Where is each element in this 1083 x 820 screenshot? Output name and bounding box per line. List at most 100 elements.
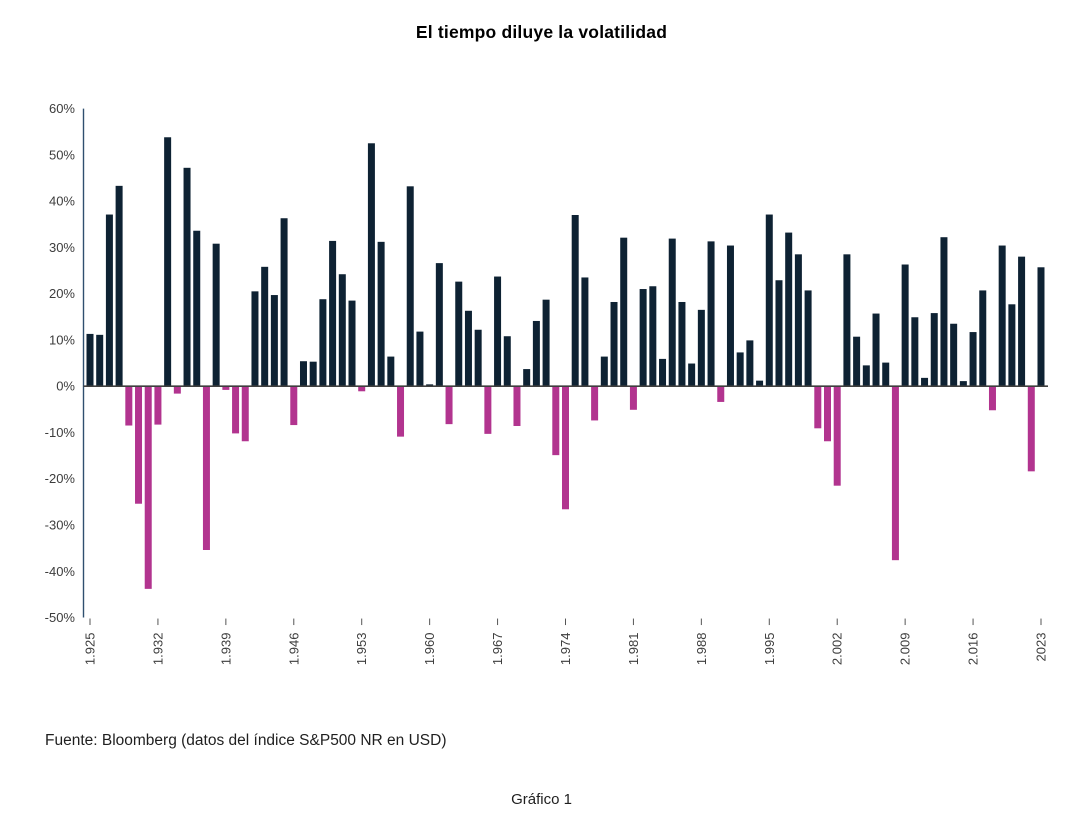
x-tick-label-1960: 1.960 [422, 633, 437, 666]
bar-2000 [814, 386, 822, 429]
bar-1978 [600, 356, 608, 387]
bar-1996 [775, 280, 783, 387]
y-tick-label-0: 0% [56, 379, 75, 394]
bar-1986 [678, 301, 686, 387]
y-tick-label--10: -10% [45, 425, 76, 440]
bar-1943 [261, 266, 269, 387]
bar-1973 [552, 386, 560, 456]
bar-1974 [561, 386, 569, 510]
bar-1961 [435, 263, 443, 387]
y-tick-label--20: -20% [45, 471, 76, 486]
bar-1977 [591, 386, 599, 421]
bar-1935 [183, 167, 191, 387]
y-tick-label--30: -30% [45, 518, 76, 533]
bar-1999 [804, 290, 812, 387]
y-tick-label-50: 50% [49, 147, 75, 162]
bar-1938 [212, 243, 220, 387]
bar-1933 [164, 137, 172, 387]
bar-2004 [853, 336, 861, 387]
bar-1970 [523, 369, 531, 387]
bar-1945 [280, 218, 288, 387]
x-tick-label-2009: 2.009 [898, 633, 913, 666]
bar-2002 [833, 386, 841, 486]
bar-1984 [659, 358, 667, 387]
bar-1980 [620, 237, 628, 387]
bar-2016 [969, 332, 977, 387]
bar-1949 [319, 299, 327, 387]
x-tick-label-1988: 1.988 [694, 633, 709, 666]
bar-2012 [930, 313, 938, 387]
bar-2013 [940, 237, 948, 387]
bar-2021 [1018, 256, 1026, 387]
bar-1957 [397, 386, 405, 437]
bar-1944 [270, 295, 278, 387]
bar-1960 [426, 384, 434, 387]
y-tick-label-40: 40% [49, 194, 75, 209]
bar-1972 [542, 299, 550, 387]
bar-1928 [115, 185, 123, 387]
bar-1997 [785, 232, 793, 387]
bar-1964 [464, 310, 472, 387]
y-tick-label-30: 30% [49, 240, 75, 255]
bar-1969 [513, 386, 521, 426]
y-tick-label-10: 10% [49, 332, 75, 347]
bar-1971 [532, 320, 540, 387]
y-tick-label-60: 60% [49, 101, 75, 116]
bar-2003 [843, 254, 851, 387]
bar-2011 [921, 377, 929, 387]
bar-1941 [241, 386, 249, 442]
bar-1995 [765, 214, 773, 387]
x-tick-label-1967: 1.967 [490, 633, 505, 666]
bar-1998 [794, 254, 802, 387]
y-tick-label--50: -50% [45, 610, 76, 625]
bar-1963 [455, 281, 463, 387]
bar-1932 [154, 386, 162, 425]
bar-1954 [367, 143, 375, 387]
bar-2009 [901, 264, 909, 387]
bar-1947 [299, 361, 307, 387]
source-note: Fuente: Bloomberg (datos del índice S&P5… [45, 732, 447, 749]
bar-1988 [697, 309, 705, 387]
bar-1929 [125, 386, 133, 426]
bar-2022 [1027, 386, 1035, 472]
bar-1940 [232, 386, 240, 434]
bar-1994 [756, 380, 764, 387]
bar-2001 [824, 386, 832, 442]
bar-2015 [959, 381, 967, 387]
x-tick-label-1995: 1.995 [762, 633, 777, 666]
bar-1979 [610, 301, 618, 387]
bar-1983 [649, 286, 657, 387]
bar-2008 [891, 386, 899, 561]
bar-1991 [726, 245, 734, 387]
bar-1965 [474, 329, 482, 387]
bar-1962 [445, 386, 453, 425]
x-tick-label-1939: 1.939 [218, 633, 233, 666]
bar-1953 [358, 386, 366, 392]
bar-1989 [707, 241, 715, 387]
bar-2019 [998, 245, 1006, 387]
bar-1976 [581, 277, 589, 387]
figure-caption: Gráfico 1 [511, 791, 572, 808]
bar-2020 [1008, 304, 1016, 387]
bar-2006 [872, 313, 880, 387]
bar-1956 [387, 356, 395, 387]
x-tick-label-1946: 1.946 [286, 633, 301, 666]
bar-1981 [629, 386, 637, 410]
bar-1959 [416, 331, 424, 387]
y-tick-label-20: 20% [49, 286, 75, 301]
bar-1925 [86, 333, 94, 387]
x-tick-label-1981: 1.981 [626, 633, 641, 666]
bar-1958 [406, 186, 414, 387]
bar-1951 [338, 274, 346, 387]
bar-2017 [979, 290, 987, 387]
bar-1955 [377, 241, 385, 387]
bar-1939 [222, 386, 230, 390]
bar-2023 [1037, 267, 1045, 387]
bar-2007 [882, 362, 890, 387]
page-title: El tiempo diluye la volatilidad [415, 22, 668, 42]
x-tick-label-1953: 1.953 [354, 633, 369, 666]
x-tick-label-2023: 2023 [1033, 633, 1048, 662]
x-tick-label-2016: 2.016 [966, 633, 981, 666]
